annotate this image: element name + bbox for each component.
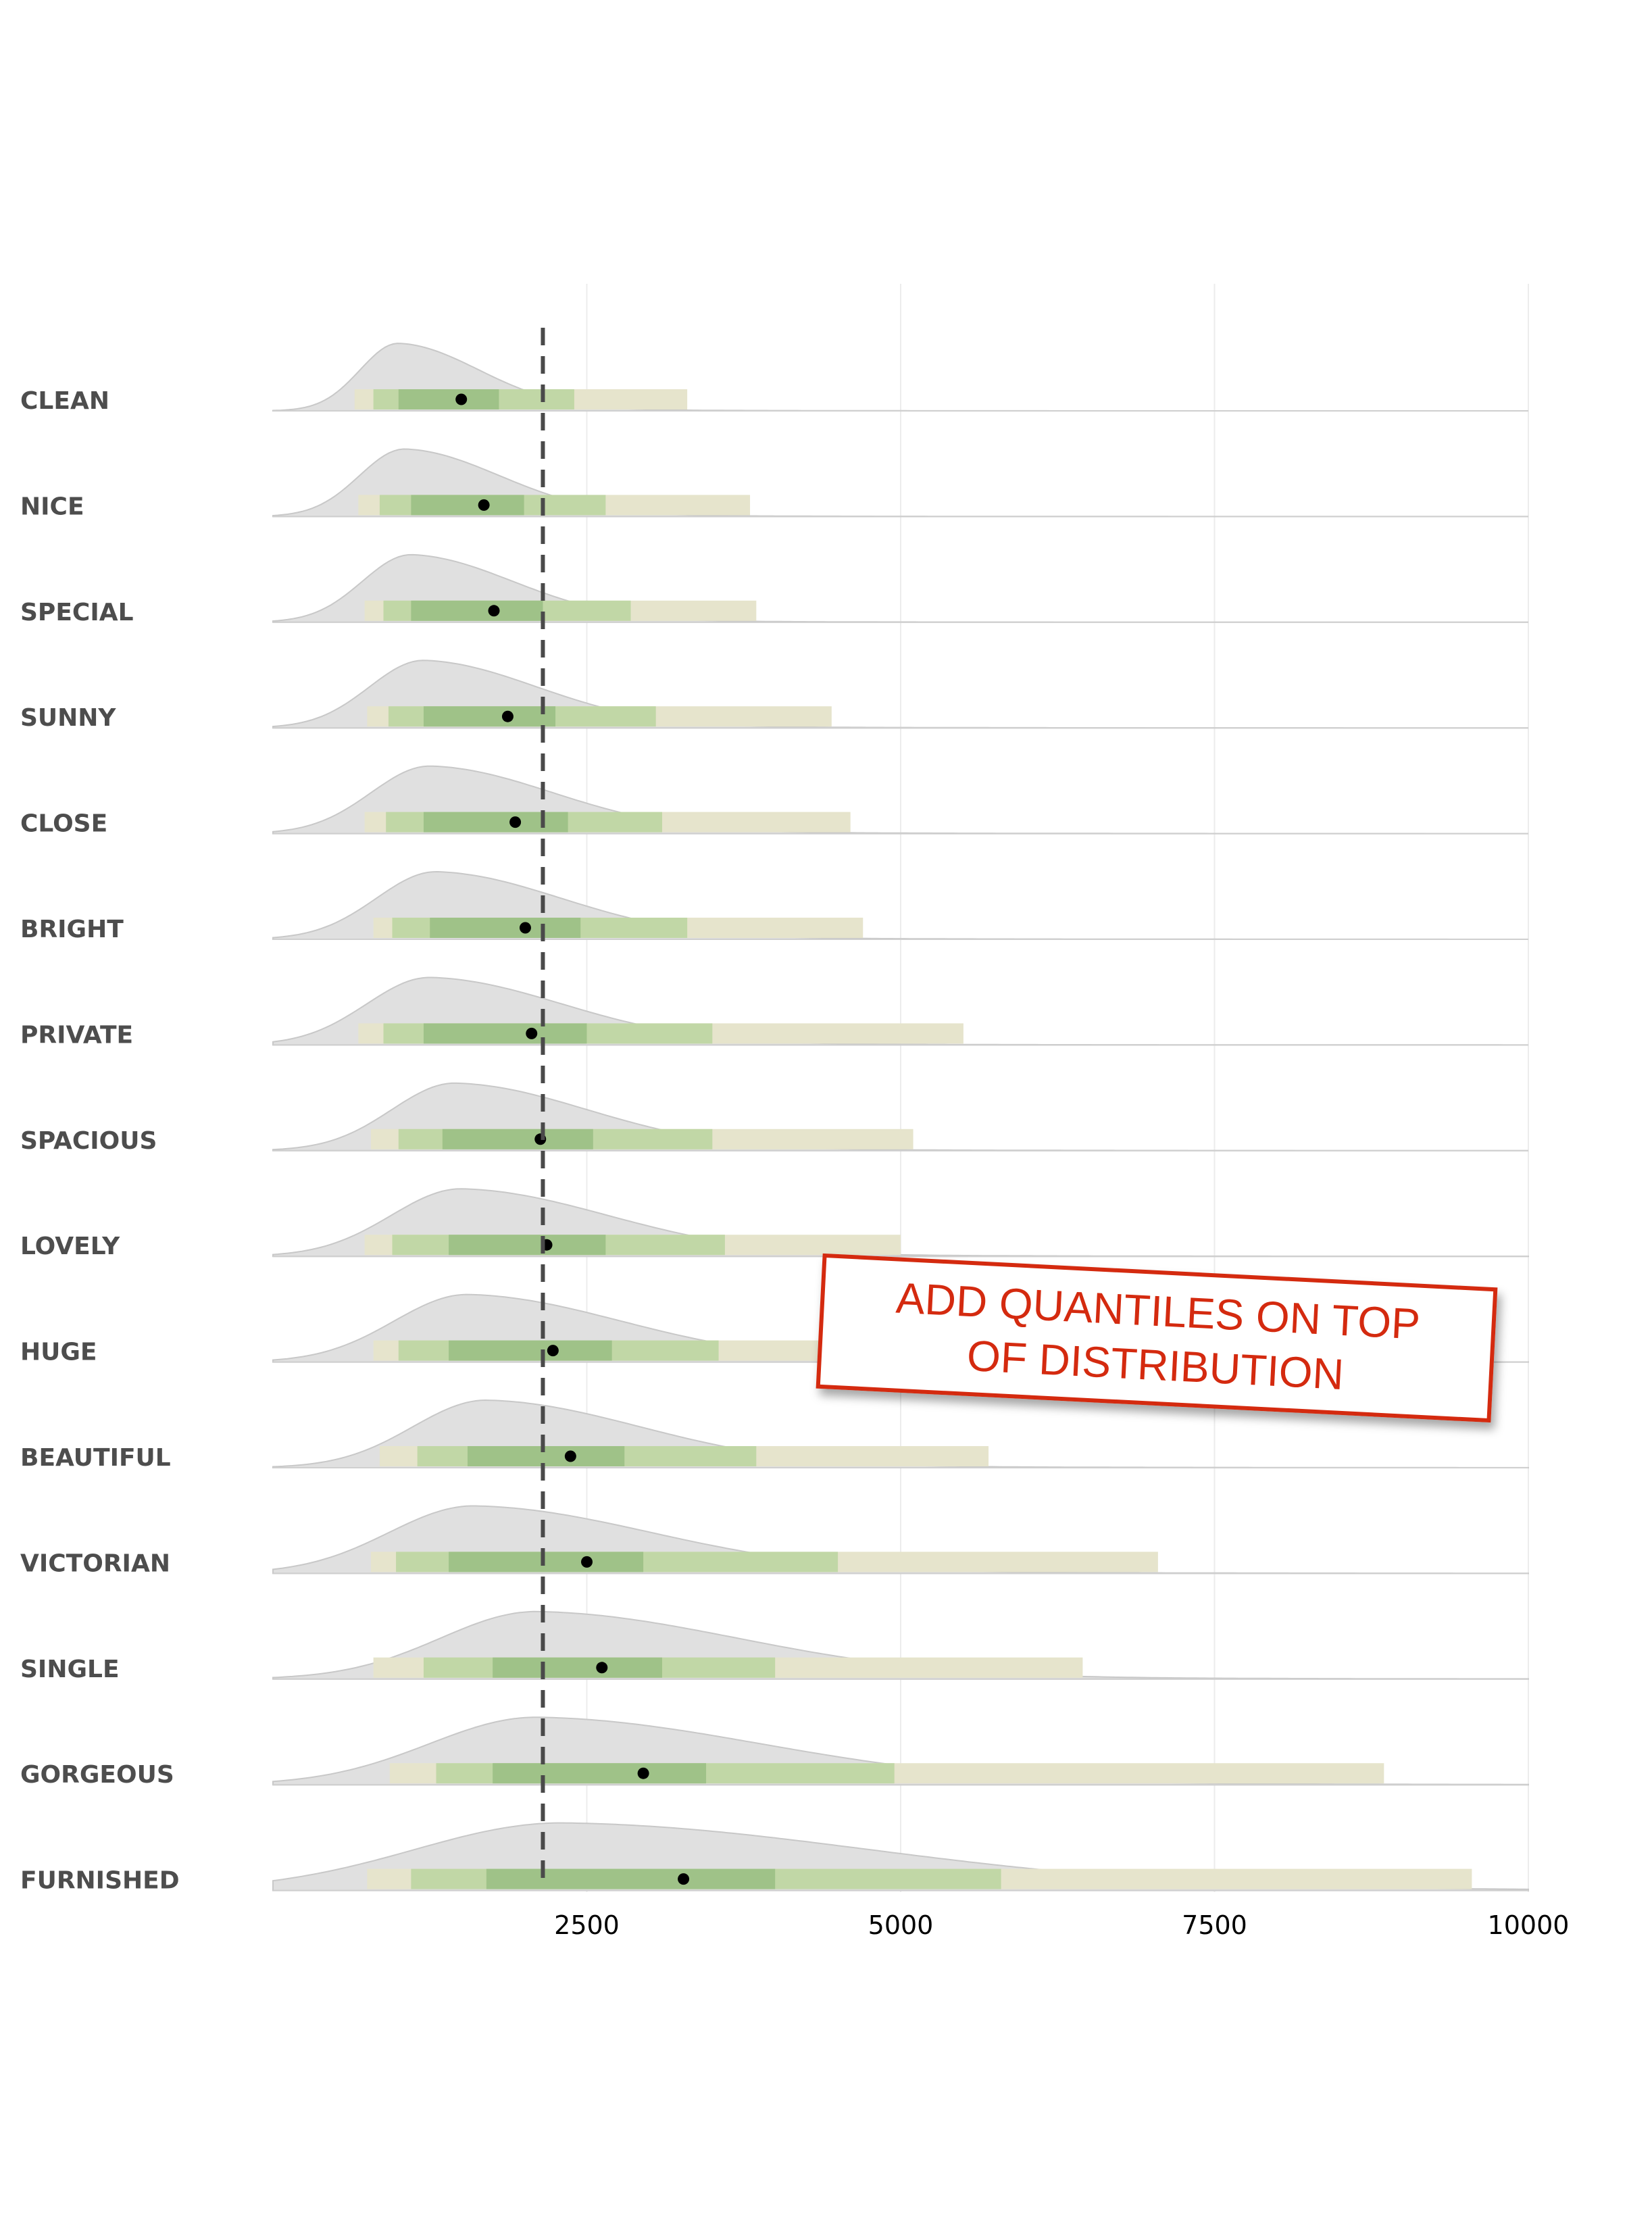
row-beautiful [272,1399,1529,1468]
median-point-nice [478,499,490,511]
row-label-private: PRIVATE [20,1021,133,1049]
x-tick-label-10000: 10000 [1488,1910,1570,1940]
median-point-special [488,605,500,617]
row-label-close: CLOSE [20,810,107,838]
inner-interval-special [411,600,543,621]
inner-interval-close [423,812,568,833]
inner-interval-spacious [442,1129,593,1149]
row-label-gorgeous: GORGEOUS [20,1761,174,1789]
inner-interval-lovely [449,1235,606,1256]
inner-interval-clean [398,389,499,410]
row-single [272,1610,1529,1680]
inner-interval-beautiful [467,1446,625,1466]
median-point-victorian [581,1556,593,1568]
median-point-single [596,1662,608,1674]
row-label-huge: HUGE [20,1339,97,1366]
median-point-private [526,1027,538,1039]
row-furnished [272,1822,1529,1891]
row-label-single: SINGLE [20,1656,120,1683]
row-label-bright: BRIGHT [20,916,124,943]
inner-interval-bright [430,918,581,938]
median-point-sunny [501,710,514,722]
row-clean [272,343,1528,412]
inner-interval-gorgeous [493,1763,707,1784]
row-label-lovely: LOVELY [20,1233,120,1260]
row-label-special: SPECIAL [20,599,134,626]
x-tick-label-2500: 2500 [554,1910,620,1940]
x-axis-ticks: 2500 5000 7500 10000 [554,1910,1569,1940]
row-sunny [272,660,1528,729]
inner-interval-sunny [423,706,556,727]
median-point-huge [547,1345,559,1357]
row-close [272,765,1528,835]
row-label-furnished: FURNISHED [20,1867,180,1895]
inner-interval-furnished [486,1868,776,1889]
median-point-beautiful [564,1450,576,1462]
row-label-beautiful: BEAUTIFUL [20,1444,171,1472]
median-point-gorgeous [637,1767,649,1779]
median-point-clean [455,393,468,405]
row-label-nice: NICE [20,493,84,520]
row-label-spacious: SPACIOUS [20,1127,157,1155]
row-victorian [272,1505,1529,1574]
x-tick-label-5000: 5000 [868,1910,934,1940]
row-bright [272,870,1528,940]
row-labels: CLEAN NICE SPECIAL SUNNY CLOSE BRIGHT PRIVATE S… [20,387,180,1895]
row-label-victorian: VICTORIAN [20,1549,170,1577]
row-private [272,976,1528,1046]
median-point-furnished [678,1873,690,1885]
inner-interval-single [493,1657,662,1678]
row-special [272,553,1528,623]
row-lovely [272,1188,1529,1258]
annotation-text: ADD QUANTILES ON TOP OF DISTRIBUTION [895,1273,1422,1399]
median-point-close [509,816,522,828]
median-point-bright [519,922,531,934]
x-tick-label-7500: 7500 [1182,1910,1247,1940]
inner-interval-victorian [449,1552,644,1572]
inner-interval-huge [449,1340,612,1361]
row-label-clean: CLEAN [20,387,109,415]
row-gorgeous [272,1716,1529,1786]
row-spacious [272,1082,1529,1151]
inner-interval-private [423,1023,587,1044]
row-nice [272,448,1528,518]
inner-interval-nice [411,495,524,516]
row-label-sunny: SUNNY [20,704,116,732]
